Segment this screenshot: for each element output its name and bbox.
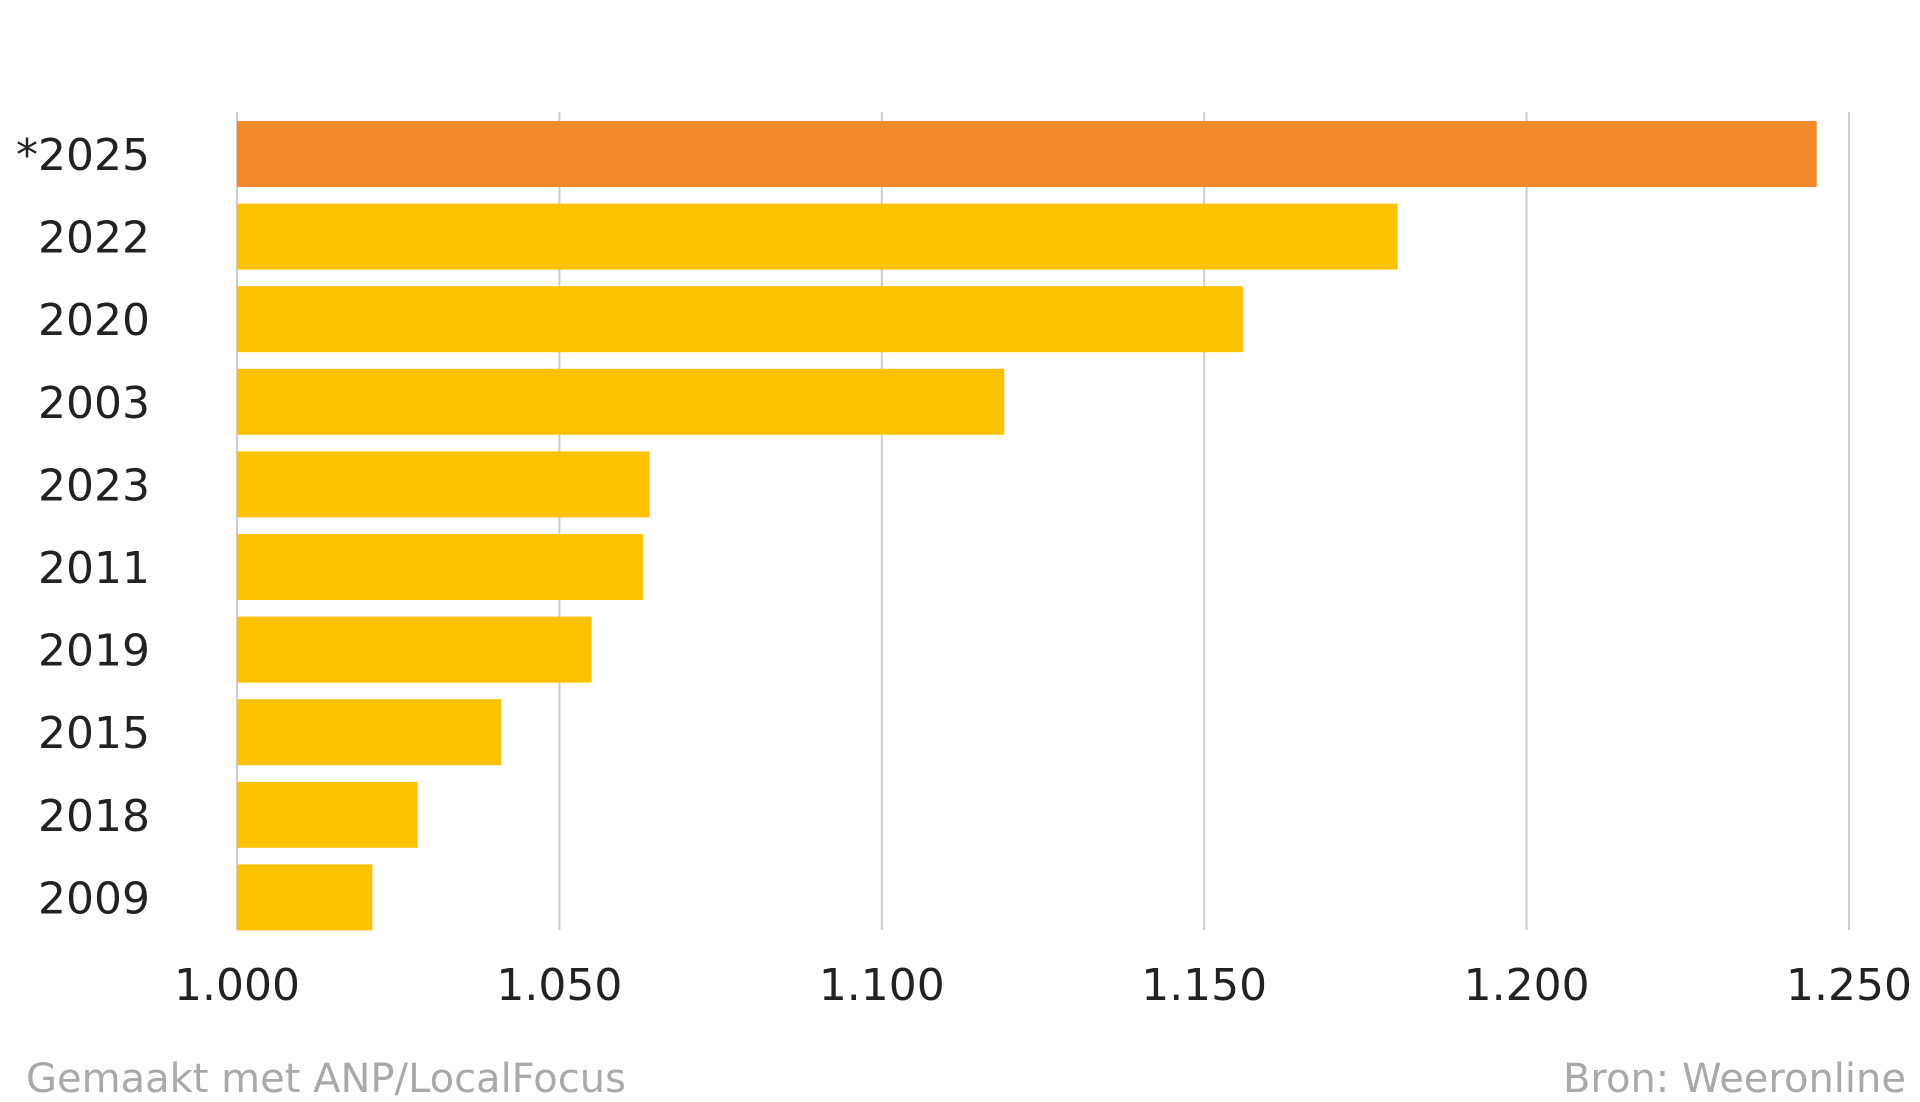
category-label: *2025 — [16, 130, 150, 181]
x-tick-label: 1.000 — [174, 960, 300, 1011]
bar-2019 — [237, 616, 592, 683]
bar-star-2025 — [237, 121, 1817, 187]
x-tick-label: 1.100 — [819, 960, 945, 1011]
category-label: 2009 — [38, 873, 150, 924]
category-label: 2018 — [38, 791, 150, 842]
bar-2011 — [237, 534, 644, 600]
bar-2015 — [237, 699, 502, 766]
bar-2020 — [237, 286, 1243, 353]
footer-source: Bron: Weeronline — [1562, 1056, 1906, 1102]
bar-2009 — [237, 864, 373, 931]
category-label: 2020 — [38, 295, 150, 346]
x-tick-label: 1.250 — [1786, 960, 1912, 1011]
category-label: 2022 — [38, 213, 150, 264]
bar-2003 — [237, 368, 1005, 435]
category-label: 2003 — [38, 378, 150, 429]
category-label: 2011 — [38, 543, 150, 594]
bar-2018 — [237, 781, 418, 848]
bars — [237, 121, 1817, 931]
category-label: 2023 — [38, 460, 150, 511]
bar-2023 — [237, 451, 650, 518]
footer-credit: Gemaakt met ANP/LocalFocus — [26, 1056, 626, 1102]
bar-2022 — [237, 203, 1398, 270]
x-tick-label: 1.200 — [1464, 960, 1590, 1011]
x-tick-label: 1.150 — [1141, 960, 1267, 1011]
category-labels: *2025 2022 2020 2003 2023 2011 2019 2015 2018 200… — [16, 130, 150, 924]
x-tick-labels: 1.000 1.050 1.100 1.150 1.200 1.250 — [174, 960, 1912, 1011]
category-label: 2015 — [38, 708, 150, 759]
x-tick-label: 1.050 — [496, 960, 622, 1011]
category-label: 2019 — [38, 626, 150, 677]
